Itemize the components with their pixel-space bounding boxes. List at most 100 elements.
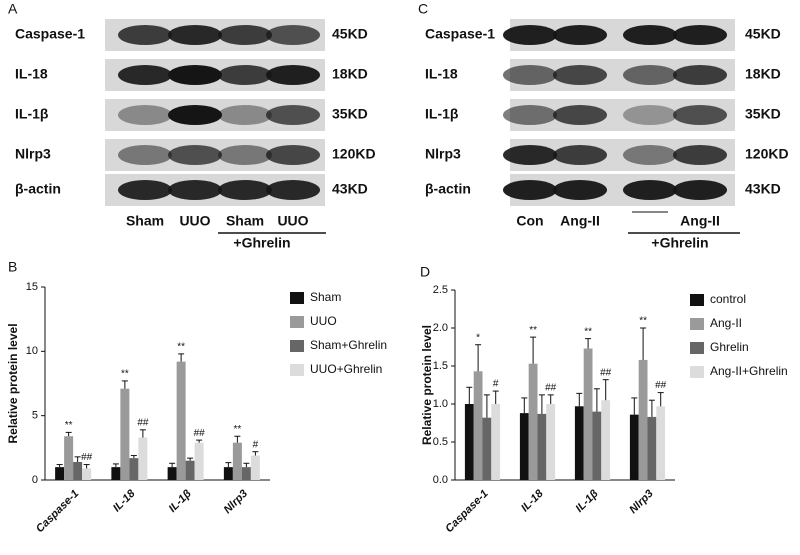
size-label: 18KD bbox=[745, 66, 781, 82]
blot-band bbox=[623, 180, 677, 200]
significance-label: ## bbox=[137, 417, 149, 428]
x-tick-label: Nlrp3 bbox=[627, 488, 655, 516]
blot-band bbox=[118, 105, 172, 125]
group-label: +Ghrelin bbox=[651, 235, 708, 251]
group-label: +Ghrelin bbox=[233, 235, 290, 251]
bar bbox=[473, 371, 483, 480]
bar bbox=[250, 455, 260, 480]
blot-band bbox=[553, 145, 607, 165]
blot-band bbox=[623, 145, 677, 165]
x-tick-label: Caspase-1 bbox=[443, 488, 490, 535]
error-bar bbox=[475, 344, 482, 372]
blot-band bbox=[553, 25, 607, 45]
x-tick-label: Caspase-1 bbox=[34, 488, 81, 535]
y-tick-label: 0.0 bbox=[433, 474, 448, 486]
lane-label: Ang-II bbox=[560, 213, 600, 229]
protein-label: β-actin bbox=[15, 181, 61, 197]
x-tick-label: IL-1β bbox=[167, 488, 194, 515]
error-bar bbox=[648, 399, 655, 417]
size-label: 45KD bbox=[332, 26, 368, 42]
blot-band bbox=[118, 180, 172, 200]
y-tick-label: 10 bbox=[26, 345, 38, 357]
significance-label: ** bbox=[177, 342, 185, 353]
significance-label: ## bbox=[600, 367, 612, 378]
bar bbox=[583, 348, 593, 480]
bar bbox=[519, 413, 529, 480]
blot-band bbox=[266, 25, 320, 45]
blot-band bbox=[673, 25, 727, 45]
blot-band bbox=[503, 25, 557, 45]
error-bar bbox=[225, 462, 232, 468]
error-bar bbox=[585, 338, 592, 349]
significance-label: ** bbox=[121, 369, 129, 380]
y-tick-label: 0 bbox=[32, 474, 38, 486]
protein-label: IL-1β bbox=[15, 106, 49, 122]
bar bbox=[138, 437, 148, 480]
blot-band bbox=[168, 180, 222, 200]
x-tick-label: IL-18 bbox=[519, 487, 546, 514]
size-label: 43KD bbox=[332, 181, 368, 197]
size-label: 120KD bbox=[332, 146, 376, 162]
error-bar bbox=[169, 462, 176, 468]
legend-swatch bbox=[690, 318, 704, 330]
panel-label: A bbox=[8, 1, 18, 17]
y-axis-label: Relative protein level bbox=[420, 325, 434, 445]
legend-swatch bbox=[690, 366, 704, 378]
error-bar bbox=[252, 451, 259, 456]
x-tick-label: IL-18 bbox=[111, 487, 138, 514]
blot-band bbox=[266, 145, 320, 165]
lane-label: UUO bbox=[277, 213, 308, 229]
legend-swatch bbox=[290, 292, 304, 304]
significance-label: ## bbox=[545, 383, 557, 394]
bar bbox=[574, 406, 584, 480]
error-bar bbox=[530, 336, 537, 364]
blot-band bbox=[118, 25, 172, 45]
bar bbox=[194, 442, 204, 480]
bar bbox=[167, 467, 177, 480]
error-bar bbox=[538, 394, 545, 414]
error-bar bbox=[521, 397, 528, 414]
size-label: 120KD bbox=[745, 146, 789, 162]
bar bbox=[629, 414, 639, 480]
bar bbox=[656, 406, 666, 480]
bar bbox=[528, 363, 538, 480]
protein-label: IL-1β bbox=[425, 106, 459, 122]
blot-band bbox=[118, 145, 172, 165]
error-bar bbox=[83, 464, 90, 469]
blot-band bbox=[266, 180, 320, 200]
blot-band bbox=[118, 65, 172, 85]
y-axis-label: Relative protein level bbox=[6, 323, 20, 443]
bar bbox=[592, 411, 602, 480]
blot-band bbox=[218, 105, 272, 125]
significance-label: ## bbox=[655, 380, 667, 391]
y-tick-label: 2.0 bbox=[433, 322, 448, 334]
legend-swatch bbox=[290, 316, 304, 328]
significance-label: ## bbox=[81, 452, 93, 463]
error-bar bbox=[56, 464, 63, 468]
bar bbox=[55, 467, 65, 480]
error-bar bbox=[196, 439, 203, 443]
bar bbox=[546, 404, 556, 480]
blot-band bbox=[168, 25, 222, 45]
blot-band bbox=[168, 105, 222, 125]
y-tick-label: 2.5 bbox=[433, 284, 448, 296]
blot-band bbox=[623, 25, 677, 45]
legend-swatch bbox=[690, 294, 704, 306]
error-bar bbox=[483, 394, 490, 418]
error-bar bbox=[243, 462, 250, 468]
blot-band bbox=[623, 65, 677, 85]
panel-label: B bbox=[8, 259, 17, 275]
significance-label: ** bbox=[65, 420, 73, 431]
bar bbox=[537, 413, 547, 480]
significance-label: ** bbox=[233, 424, 241, 435]
y-tick-label: 5 bbox=[32, 410, 38, 422]
bar bbox=[601, 400, 611, 480]
size-label: 35KD bbox=[332, 106, 368, 122]
legend-swatch bbox=[290, 364, 304, 376]
blot-band bbox=[218, 65, 272, 85]
y-tick-label: 1.5 bbox=[433, 360, 448, 372]
blot-band bbox=[266, 65, 320, 85]
blot-band bbox=[553, 65, 607, 85]
blot-band bbox=[168, 65, 222, 85]
error-bar bbox=[492, 390, 499, 404]
